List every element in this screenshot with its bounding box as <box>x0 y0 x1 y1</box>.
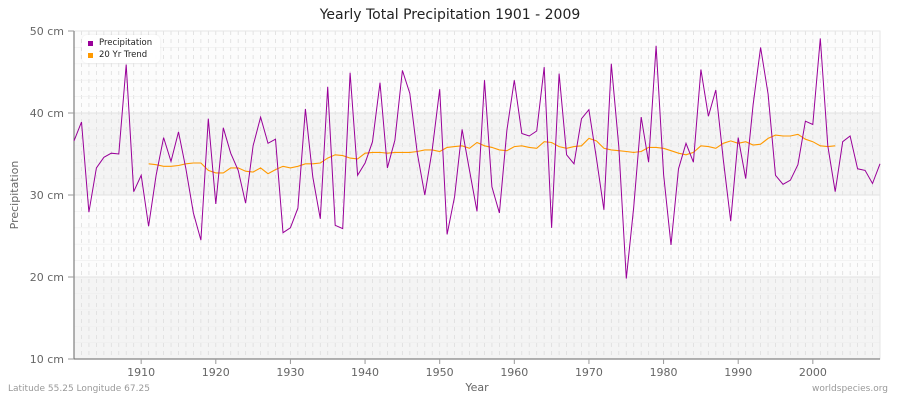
legend-item-precipitation: Precipitation <box>88 37 152 49</box>
x-tick-label: 1910 <box>127 366 155 379</box>
x-tick-label: 1950 <box>426 366 454 379</box>
x-tick-label: 1980 <box>650 366 678 379</box>
location-label: Latitude 55.25 Longitude 67.25 <box>8 384 150 394</box>
x-tick-label: 1970 <box>575 366 603 379</box>
x-tick-label: 1990 <box>724 366 752 379</box>
chart-title: Yearly Total Precipitation 1901 - 2009 <box>319 7 581 23</box>
axes <box>68 30 880 364</box>
precipitation-line <box>73 38 881 279</box>
source-label: worldspecies.org <box>811 384 888 394</box>
trend-swatch-icon <box>88 52 93 58</box>
x-tick-label: 1940 <box>351 366 379 379</box>
y-tick-label: 40 cm <box>30 107 64 120</box>
legend: Precipitation 20 Yr Trend <box>82 35 161 63</box>
x-tick-label: 1920 <box>202 366 230 379</box>
x-tick-label: 1930 <box>276 366 304 379</box>
legend-label: Precipitation <box>99 38 153 48</box>
y-tick-label: 30 cm <box>30 189 64 202</box>
tick-labels: 10 cm 20 cm 30 cm 40 cm 50 cm 1910 1920 1930 194… <box>30 25 827 379</box>
trend-line <box>148 133 836 175</box>
y-tick-label: 20 cm <box>30 271 64 284</box>
y-tick-label: 10 cm <box>30 353 64 366</box>
legend-label: 20 Yr Trend <box>99 50 148 60</box>
gridlines <box>73 30 881 360</box>
precipitation-swatch-icon <box>88 40 93 46</box>
x-tick-label: 1960 <box>500 366 528 379</box>
legend-item-trend: 20 Yr Trend <box>88 49 152 61</box>
x-axis-title: Year <box>464 381 489 394</box>
y-tick-label: 50 cm <box>30 25 64 38</box>
x-tick-label: 2000 <box>799 366 827 379</box>
y-axis-title: Precipitation <box>8 161 21 230</box>
